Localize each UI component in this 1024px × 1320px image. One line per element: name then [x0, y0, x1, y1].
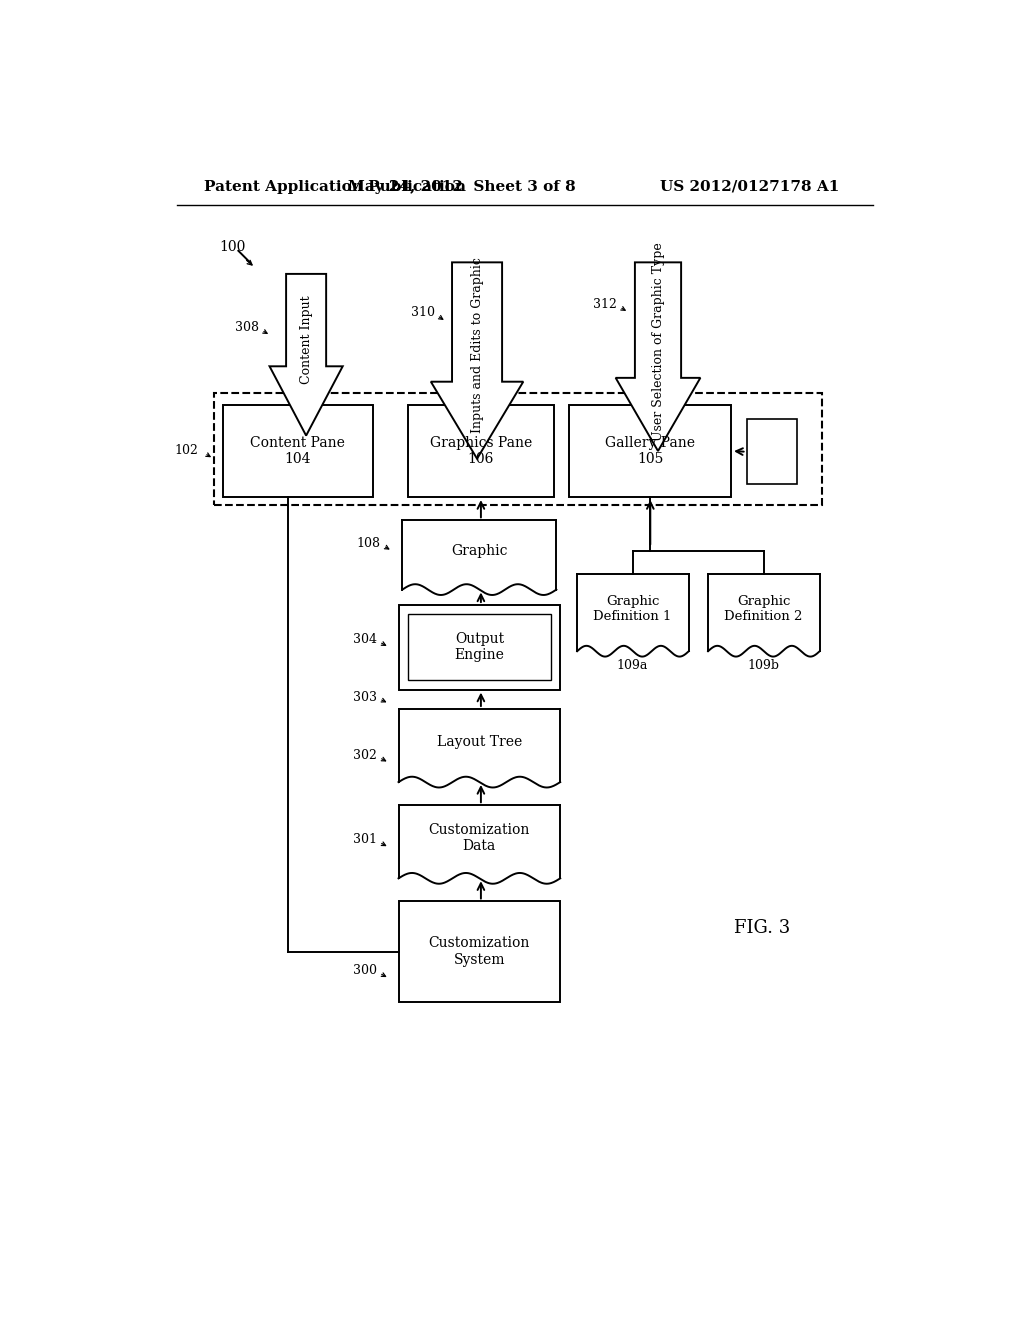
Text: 310: 310 [411, 306, 435, 319]
Bar [214, 393, 822, 506]
Bar [398, 902, 560, 1002]
Polygon shape [708, 574, 819, 656]
Polygon shape [398, 805, 560, 883]
Text: User Selection of Graphic Type: User Selection of Graphic Type [651, 243, 665, 441]
Bar [408, 614, 551, 681]
Text: FIG. 3: FIG. 3 [734, 920, 791, 937]
Polygon shape [431, 263, 523, 459]
Text: Graphic
Definition 1: Graphic Definition 1 [594, 595, 672, 623]
Text: Patent Application Publication: Patent Application Publication [204, 180, 466, 194]
Text: 304: 304 [353, 634, 377, 647]
Text: Graphic
Definition 2: Graphic Definition 2 [724, 595, 803, 623]
Text: 102: 102 [174, 445, 199, 458]
Text: 100: 100 [219, 240, 246, 253]
Text: Content Pane
104: Content Pane 104 [250, 436, 345, 466]
Text: 302: 302 [353, 748, 377, 762]
Polygon shape [269, 275, 343, 436]
Bar [746, 418, 797, 484]
Bar [408, 405, 554, 498]
Text: Inputs and Edits to Graphic: Inputs and Edits to Graphic [471, 257, 483, 433]
Text: 109a: 109a [616, 659, 648, 672]
Polygon shape [578, 574, 689, 656]
Polygon shape [398, 709, 560, 788]
Text: US 2012/0127178 A1: US 2012/0127178 A1 [659, 180, 839, 194]
Text: Graphics Pane
106: Graphics Pane 106 [430, 436, 532, 466]
Text: Gallery Pane
105: Gallery Pane 105 [605, 436, 695, 466]
Polygon shape [615, 263, 700, 451]
Text: 308: 308 [236, 321, 259, 334]
Text: 303: 303 [353, 690, 377, 704]
Bar [398, 605, 560, 689]
Text: 300: 300 [353, 964, 377, 977]
Text: May 24, 2012  Sheet 3 of 8: May 24, 2012 Sheet 3 of 8 [348, 180, 575, 194]
Text: Layout Tree: Layout Tree [437, 735, 522, 748]
Text: Customization
Data: Customization Data [429, 824, 530, 854]
Polygon shape [402, 520, 556, 595]
Text: 108: 108 [356, 537, 381, 550]
Bar [223, 405, 373, 498]
Text: 109b: 109b [748, 659, 779, 672]
Text: 312: 312 [593, 298, 617, 312]
Text: Output
Engine: Output Engine [455, 632, 504, 663]
Text: Customization
System: Customization System [429, 936, 530, 966]
Bar [569, 405, 731, 498]
Text: Graphic: Graphic [452, 544, 508, 558]
Text: Content Input: Content Input [300, 296, 312, 384]
Text: 301: 301 [353, 833, 377, 846]
